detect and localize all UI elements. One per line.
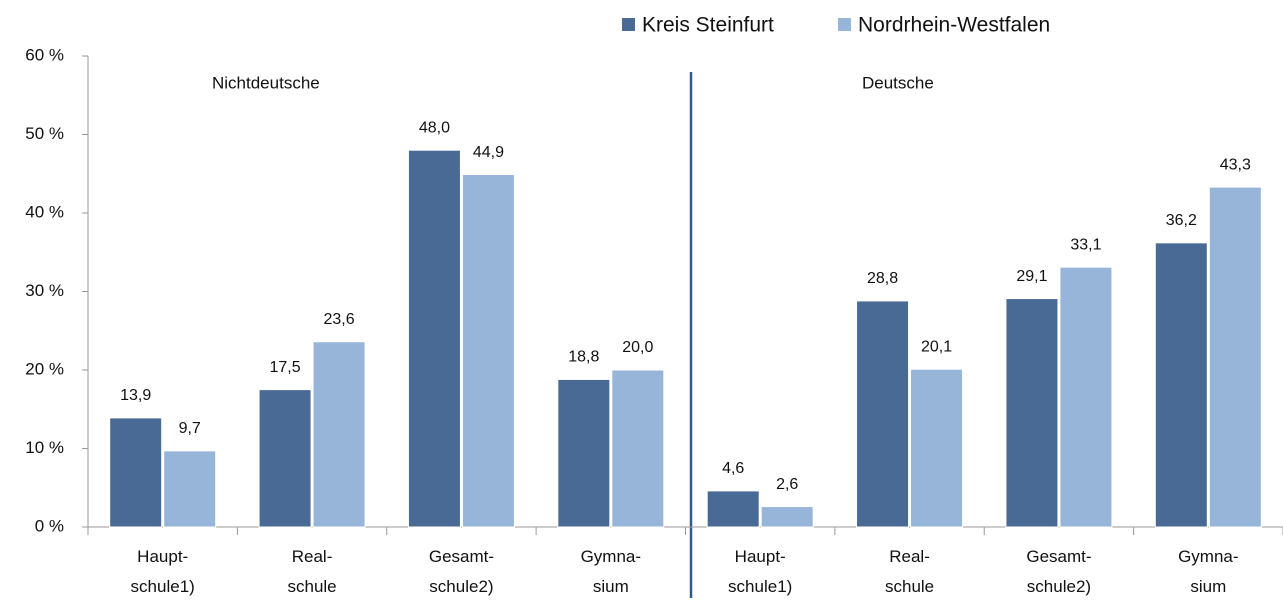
value-label: 44,9 [473, 144, 504, 161]
x-tick-label-line: schule2) [1027, 577, 1091, 596]
x-tick-label: Haupt-schule1) [728, 547, 792, 596]
bar [856, 300, 910, 528]
bar [312, 341, 366, 528]
x-tick-label-line: Haupt- [137, 547, 188, 566]
y-tick-label: 20 % [25, 359, 64, 378]
legend-label: Kreis Steinfurt [642, 14, 774, 37]
x-tick-label: Gymna-sium [1178, 547, 1238, 596]
x-tick-label-line: schule1) [131, 577, 195, 596]
value-label: 2,6 [776, 476, 798, 493]
y-tick-label: 60 % [25, 45, 64, 64]
bar [557, 378, 611, 528]
x-tick-label: Haupt-schule1) [131, 547, 195, 596]
value-label: 28,8 [867, 270, 898, 287]
x-tick-label-line: Gymna- [1178, 547, 1238, 566]
legend-swatch [622, 18, 635, 31]
x-tick-label-line: schule [287, 577, 336, 596]
y-tick-label: 10 % [25, 438, 64, 457]
x-tick-label: Gesamt-schule2) [429, 547, 494, 596]
bar [1005, 298, 1059, 528]
bar [1059, 266, 1113, 528]
bar [407, 149, 461, 528]
y-tick-label: 50 % [25, 124, 64, 143]
bar [760, 506, 814, 528]
value-label: 33,1 [1070, 236, 1101, 253]
value-label: 20,0 [622, 339, 653, 356]
x-tick-label-line: schule1) [728, 577, 792, 596]
legend-label: Nordrhein-Westfalen [858, 14, 1050, 37]
value-label: 13,9 [120, 387, 151, 404]
value-label: 18,8 [568, 349, 599, 366]
value-label: 20,1 [921, 338, 952, 355]
x-tick-label: Gymna-sium [581, 547, 641, 596]
value-label: 9,7 [179, 420, 201, 437]
bar [611, 369, 665, 528]
x-tick-label-line: Real- [292, 547, 333, 566]
value-label: 17,5 [269, 359, 300, 376]
x-tick-label-line: Gesamt- [429, 547, 494, 566]
value-label: 48,0 [419, 119, 450, 136]
group-label: Nichtdeutsche [212, 73, 320, 92]
bar [910, 368, 964, 528]
x-tick-label-line: Haupt- [735, 547, 786, 566]
value-label: 43,3 [1220, 156, 1251, 173]
x-tick-label-line: sium [593, 577, 629, 596]
value-label: 29,1 [1016, 268, 1047, 285]
x-tick-label: Real-schule [287, 547, 336, 596]
x-tick-label-line: Gymna- [581, 547, 641, 566]
value-label: 23,6 [323, 311, 354, 328]
y-tick-label: 0 % [35, 516, 64, 535]
bar [163, 450, 217, 528]
bar [706, 490, 760, 528]
group-label: Deutsche [862, 73, 934, 92]
value-label: 36,2 [1166, 212, 1197, 229]
bar [258, 389, 312, 528]
bar [1154, 242, 1208, 528]
x-tick-label-line: Gesamt- [1026, 547, 1091, 566]
y-tick-label: 30 % [25, 281, 64, 300]
y-tick-label: 40 % [25, 202, 64, 221]
bar [109, 417, 163, 528]
x-tick-label-line: schule2) [429, 577, 493, 596]
legend-swatch [838, 18, 851, 31]
bar [461, 174, 515, 528]
x-tick-label-line: schule [885, 577, 934, 596]
bar [1208, 186, 1262, 528]
value-label: 4,6 [722, 460, 744, 477]
x-tick-label-line: sium [1190, 577, 1226, 596]
x-tick-label: Real-schule [885, 547, 934, 596]
x-tick-label-line: Real- [889, 547, 930, 566]
x-tick-label: Gesamt-schule2) [1026, 547, 1091, 596]
